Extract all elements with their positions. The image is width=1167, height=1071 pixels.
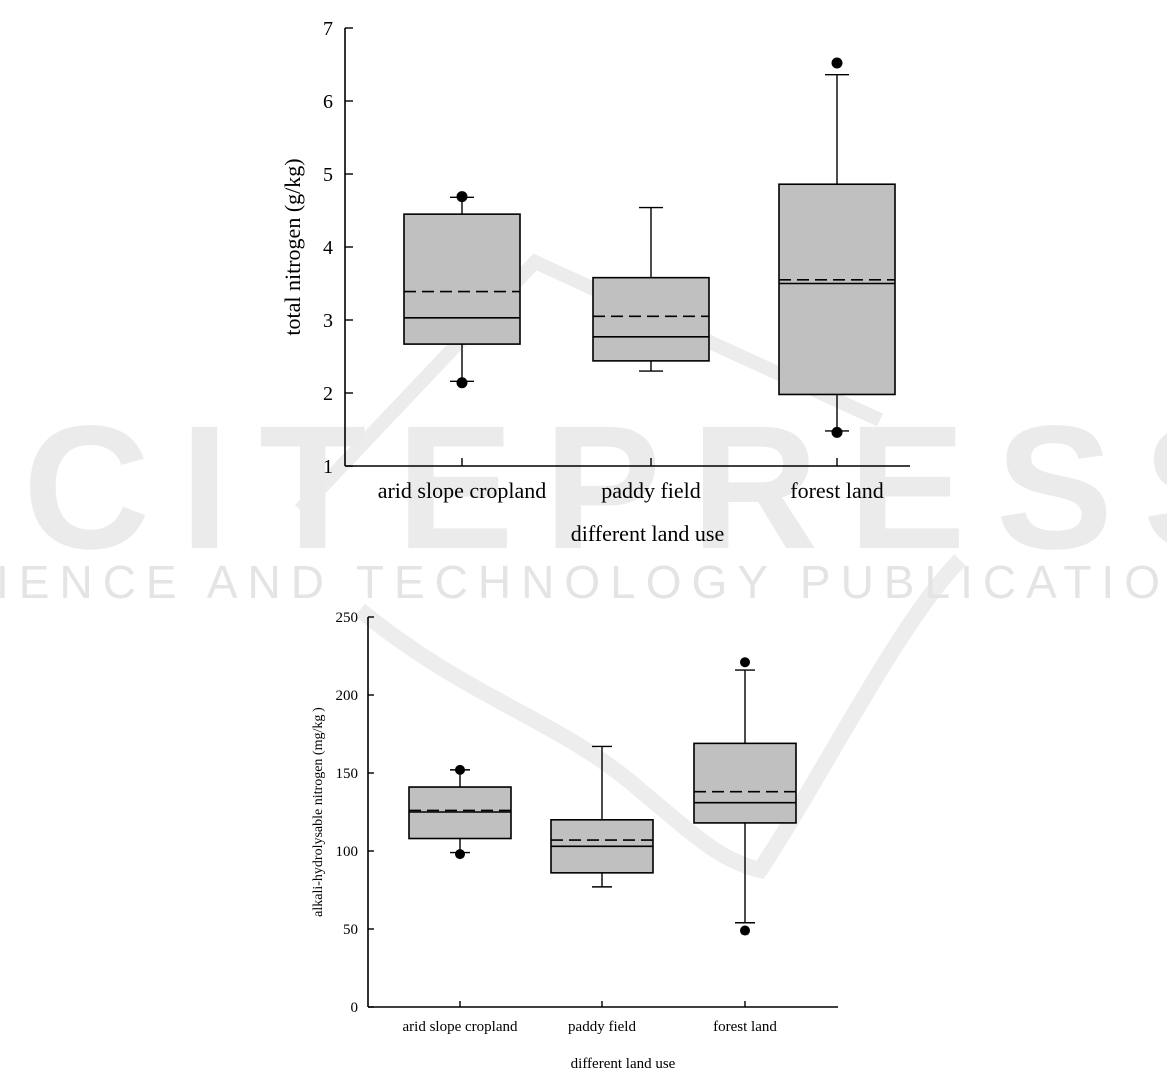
chart-boxes [408, 657, 797, 936]
box-plot-arid-slope-cropland [408, 764, 512, 860]
outlier-point [456, 377, 468, 389]
chart-labels: 1 2 3 4 5 6 7 arid slope cropland paddy field for… [280, 18, 884, 546]
outlier-point [455, 764, 465, 775]
outlier-point [740, 657, 750, 668]
interquartile-box [778, 183, 896, 396]
y-axis-label: alkali-hydrolysable nitrogen (mg/kg ) [311, 707, 326, 917]
chart-boxes [403, 57, 896, 438]
outlier-point [831, 57, 843, 69]
y-tick-label: 250 [336, 610, 359, 626]
x-tick-label: arid slope cropland [403, 1019, 518, 1035]
y-tick-label: 2 [323, 383, 333, 405]
outlier-point [455, 849, 465, 860]
x-tick-label: forest land [713, 1019, 777, 1035]
x-axis-label: different land use [571, 1056, 676, 1071]
chart-axes [344, 27, 910, 467]
y-tick-label: 5 [323, 164, 333, 186]
y-tick-label: 0 [351, 1000, 359, 1016]
x-tick-label: paddy field [601, 478, 701, 503]
y-tick-label: 7 [323, 18, 333, 40]
interquartile-box [693, 742, 797, 824]
chart-axes [367, 616, 838, 1008]
box-plot-forest-land [778, 57, 896, 438]
y-tick-label: 1 [323, 456, 333, 478]
y-tick-label: 150 [336, 766, 359, 782]
outlier-point [831, 426, 843, 438]
interquartile-box [592, 276, 710, 362]
box-plot-paddy-field [592, 206, 710, 372]
y-tick-label: 4 [323, 237, 333, 259]
box-plot-forest-land [693, 657, 797, 936]
outlier-point [456, 191, 468, 203]
chart-labels: 0 50 100 150 200 250 arid slope cropland paddy … [311, 610, 777, 1071]
x-tick-label: forest land [790, 478, 883, 503]
interquartile-box [403, 213, 521, 345]
x-axis-label: different land use [571, 521, 725, 546]
y-tick-label: 6 [323, 91, 333, 113]
box-plot-arid-slope-cropland [403, 191, 521, 389]
y-tick-label: 100 [336, 844, 359, 860]
y-tick-label: 3 [323, 310, 333, 332]
outlier-point [740, 925, 750, 936]
y-tick-label: 50 [343, 922, 358, 938]
y-tick-label: 200 [336, 688, 359, 704]
y-axis-label: total nitrogen (g/kg) [280, 158, 305, 335]
x-tick-label: paddy field [568, 1019, 636, 1035]
x-tick-label: arid slope cropland [378, 478, 547, 503]
box-plot-paddy-field [550, 745, 654, 888]
total-nitrogen-chart: 1 2 3 4 5 6 7 arid slope cropland paddy field for… [280, 18, 910, 546]
